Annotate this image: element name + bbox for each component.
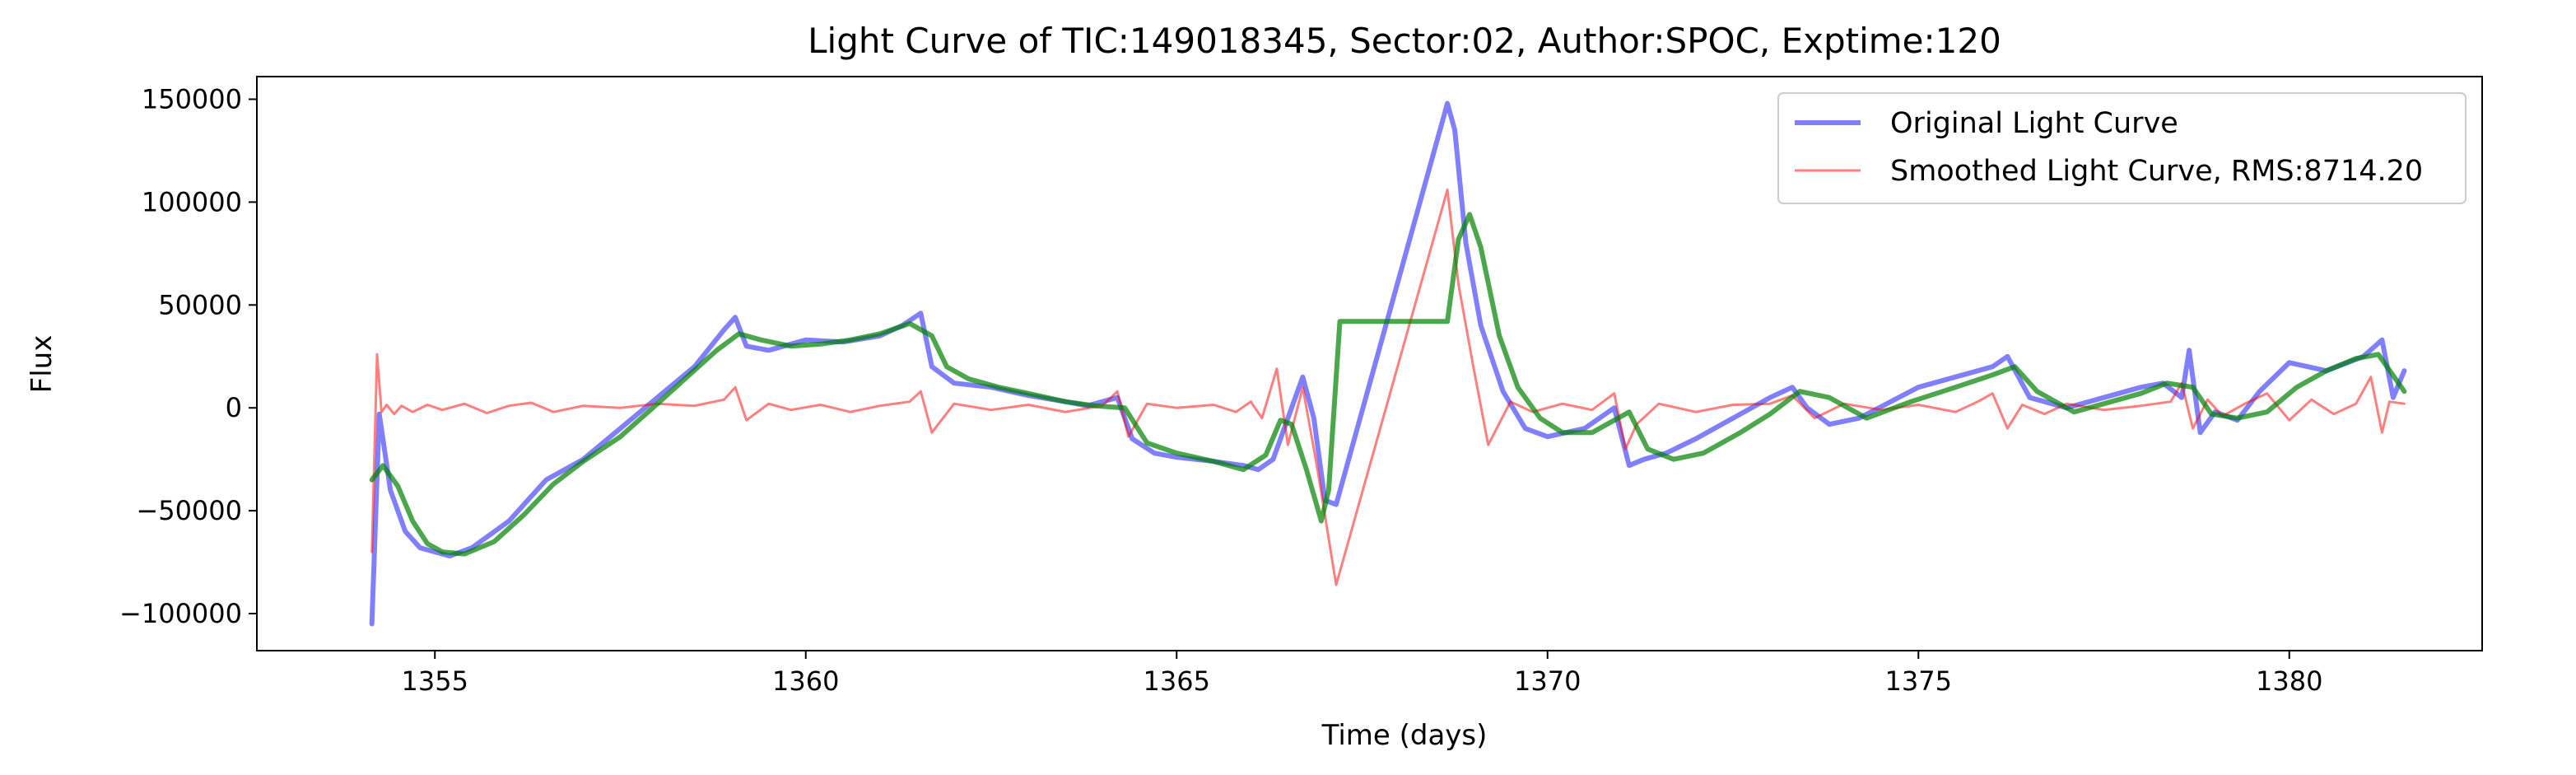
y-tick-label: 100000 bbox=[142, 186, 242, 217]
x-tick-label: 1365 bbox=[1144, 665, 1210, 697]
x-tick-label: 1375 bbox=[1885, 665, 1952, 697]
x-tick-label: 1370 bbox=[1514, 665, 1581, 697]
legend: Original Light Curve Smoothed Light Curv… bbox=[1777, 92, 2467, 204]
legend-label-original: Original Light Curve bbox=[1890, 107, 2178, 140]
y-tick-label: 150000 bbox=[142, 83, 242, 114]
legend-box bbox=[1777, 92, 2467, 204]
smoothed-fit-line bbox=[369, 212, 2407, 557]
y-axis-label: Flux bbox=[26, 335, 58, 394]
smoothed-light-curve-line bbox=[370, 188, 2406, 586]
y-tick-label: −100000 bbox=[119, 598, 242, 629]
y-axis: −100000 −50000 0 50000 100000 150000 bbox=[119, 83, 257, 629]
x-axis-label: Time (days) bbox=[1321, 719, 1488, 752]
x-tick-label: 1360 bbox=[772, 665, 839, 697]
x-tick-label: 1380 bbox=[2256, 665, 2322, 697]
legend-label-smoothed: Smoothed Light Curve, RMS:8714.20 bbox=[1890, 155, 2423, 188]
chart-title: Light Curve of TIC:149018345, Sector:02,… bbox=[808, 21, 2001, 61]
x-axis: 1355 1360 1365 1370 1375 1380 bbox=[402, 651, 2322, 697]
x-tick-label: 1355 bbox=[402, 665, 468, 697]
series-layer bbox=[369, 100, 2407, 627]
y-tick-label: 50000 bbox=[158, 289, 242, 320]
y-tick-label: −50000 bbox=[136, 495, 242, 526]
plot-frame bbox=[256, 76, 2483, 651]
y-tick-label: 0 bbox=[226, 392, 242, 423]
original-light-curve-line bbox=[369, 100, 2407, 627]
